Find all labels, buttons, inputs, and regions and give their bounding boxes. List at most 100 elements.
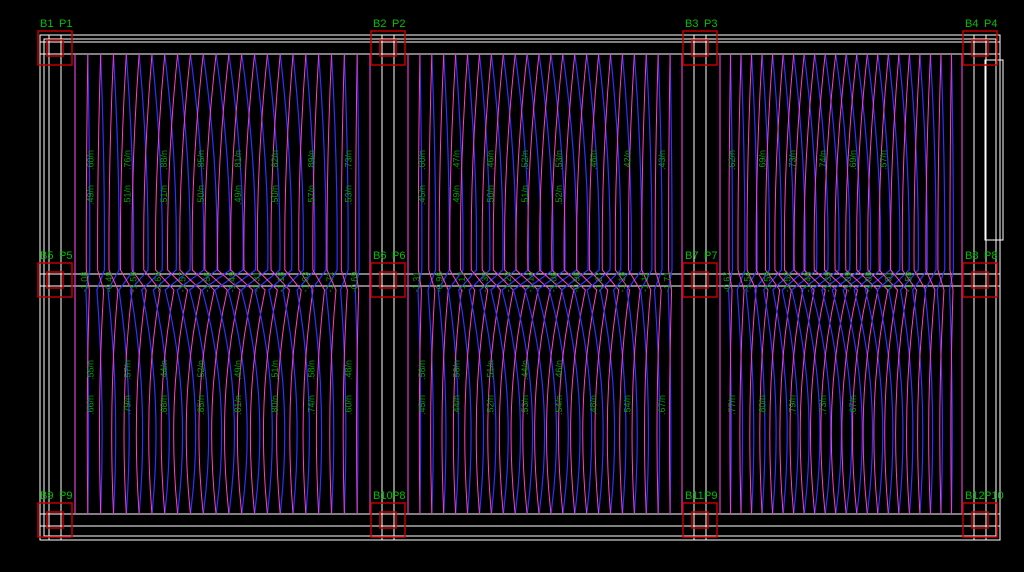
anno-lower: .66/n — [85, 395, 95, 415]
anno-mid: -1.08 — [863, 272, 873, 293]
anno-lower2: .58/n — [417, 360, 427, 380]
anno-lower: .67/n — [657, 395, 667, 415]
anno-upper2: .51/n — [159, 185, 169, 205]
anno-lower: .67/n — [848, 395, 858, 415]
column-label-B9: B9 — [40, 490, 53, 502]
anno-mid: -1.58 — [904, 272, 914, 293]
anno-upper2: .51/n — [520, 185, 530, 205]
column-label-B4: B4 — [965, 18, 978, 30]
anno-lower2: .51/n — [486, 360, 496, 380]
anno-lower: .81/n — [233, 395, 243, 415]
column-plabel-B11: P9 — [704, 490, 717, 502]
anno-lower2: .48/n — [344, 360, 354, 380]
anno-lower: .45/n — [417, 395, 427, 415]
anno-upper: .69/n — [757, 150, 767, 170]
anno-lower2: .52/n — [196, 360, 206, 380]
column-plabel-B2: P2 — [392, 18, 405, 30]
column-label-B8: B8 — [965, 250, 978, 262]
anno-lower2: .51/n — [270, 360, 280, 380]
anno-upper: .81/n — [233, 150, 243, 170]
anno-mid: -0.67 — [722, 272, 732, 293]
anno-mid: -1.49 — [227, 272, 237, 293]
anno-upper: .89/n — [307, 150, 317, 170]
anno-mid: -1.30 — [480, 272, 490, 293]
anno-mid: -1.31 — [251, 272, 261, 293]
anno-mid: -1.23 — [503, 272, 513, 293]
anno-lower: .80/n — [270, 395, 280, 415]
anno-lower: .60/n — [344, 395, 354, 415]
anno-upper: .48/n — [588, 150, 598, 170]
column-label-B11: B11 — [685, 490, 704, 502]
anno-upper2: .50/n — [196, 185, 206, 205]
column-plabel-B5: P5 — [59, 250, 72, 262]
anno-mid: -1.52 — [783, 272, 793, 293]
anno-lower: .73/n — [818, 395, 828, 415]
column-label-B7: B7 — [685, 250, 698, 262]
anno-upper2: .49/n — [85, 185, 95, 205]
anno-lower: .74/n — [307, 395, 317, 415]
anno-upper: .47/n — [451, 150, 461, 170]
anno-upper2: .57/n — [307, 185, 317, 205]
anno-lower: .44/n — [451, 395, 461, 415]
column-plabel-B12: P10 — [984, 490, 1004, 502]
anno-upper: .52/n — [520, 150, 530, 170]
anno-upper: .43/n — [657, 150, 667, 170]
anno-mid: -1.64 — [153, 272, 163, 293]
anno-mid: -1.48 — [803, 272, 813, 293]
anno-lower2: .44/n — [520, 360, 530, 380]
anno-upper: .60/n — [417, 150, 427, 170]
column-plabel-B8: P8 — [984, 250, 997, 262]
anno-upper2: .49/n — [233, 185, 243, 205]
column-plabel-B6: P6 — [392, 250, 405, 262]
anno-upper2: .53/n — [344, 185, 354, 205]
anno-mid: -0.40 — [104, 272, 114, 293]
anno-upper: .74/n — [818, 150, 828, 170]
column-label-B3: B3 — [685, 18, 698, 30]
column-plabel-B10: P8 — [392, 490, 405, 502]
column-label-B12: B12 — [965, 490, 985, 502]
anno-upper: .76/n — [122, 150, 132, 170]
anno-upper: .46/n — [486, 150, 496, 170]
anno-upper: .73/n — [788, 150, 798, 170]
anno-lower2: .58/n — [307, 360, 317, 380]
column-label-B1: B1 — [40, 18, 53, 30]
anno-mid: -1.18 — [617, 272, 627, 293]
anno-upper: .60/n — [85, 150, 95, 170]
anno-lower: .88/n — [159, 395, 169, 415]
anno-lower: .79/n — [788, 395, 798, 415]
anno-upper: .85/n — [196, 150, 206, 170]
anno-upper2: .50/n — [486, 185, 496, 205]
anno-mid: -1.18 — [276, 272, 286, 293]
column-label-B6: B6 — [373, 250, 386, 262]
anno-mid: -1.08 — [79, 272, 89, 293]
anno-lower2: .55/n — [85, 360, 95, 380]
anno-mid: -1.27 — [594, 272, 604, 293]
column-label-B10: B10 — [373, 490, 393, 502]
anno-lower2: .57/n — [122, 360, 132, 380]
anno-mid: -1.01 — [883, 272, 893, 293]
anno-mid: -1.11 — [640, 272, 650, 292]
anno-lower: .79/n — [122, 395, 132, 415]
structural-plan: -1.08-0.40-1.58-1.64-1.57-1.56-1.49-1.31… — [0, 0, 1024, 572]
anno-mid: -1.71 — [325, 272, 335, 293]
column-plabel-B9: P9 — [59, 490, 72, 502]
anno-lower: .48/n — [588, 395, 598, 415]
anno-mid: -1.09 — [843, 272, 853, 293]
anno-lower: .53/n — [520, 395, 530, 415]
column-label-B2: B2 — [373, 18, 386, 30]
anno-lower2: .44/n — [159, 360, 169, 380]
anno-mid: -1.59 — [762, 272, 772, 293]
anno-upper: .53/n — [554, 150, 564, 170]
anno-lower2: .49/n — [233, 360, 243, 380]
anno-mid: -1.39 — [823, 272, 833, 293]
anno-lower: .85/n — [196, 395, 206, 415]
anno-upper2: .50/n — [270, 185, 280, 205]
anno-mid: -1.56 — [202, 272, 212, 293]
anno-mid: -1.54 — [742, 272, 752, 293]
anno-mid: -0.98 — [571, 272, 581, 293]
anno-upper: .82/n — [270, 150, 280, 170]
anno-lower: .80/n — [757, 395, 767, 415]
column-plabel-B1: P1 — [59, 18, 72, 30]
anno-lower: .52/n — [486, 395, 496, 415]
anno-upper: .69/n — [848, 150, 858, 170]
